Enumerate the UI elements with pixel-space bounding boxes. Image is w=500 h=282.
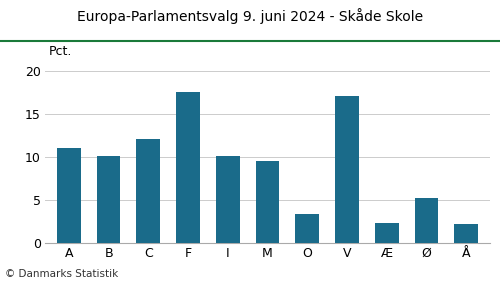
Bar — [96, 156, 120, 243]
Bar — [335, 96, 359, 243]
Bar — [256, 161, 280, 243]
Bar — [57, 148, 81, 243]
Bar — [176, 92, 200, 243]
Text: Pct.: Pct. — [49, 45, 72, 58]
Bar — [296, 214, 319, 243]
Bar — [454, 224, 478, 243]
Bar — [136, 139, 160, 243]
Bar — [375, 223, 398, 243]
Text: © Danmarks Statistik: © Danmarks Statistik — [5, 269, 118, 279]
Bar — [216, 156, 240, 243]
Text: Europa-Parlamentsvalg 9. juni 2024 - Skåde Skole: Europa-Parlamentsvalg 9. juni 2024 - Skå… — [77, 8, 423, 25]
Bar — [414, 198, 438, 243]
